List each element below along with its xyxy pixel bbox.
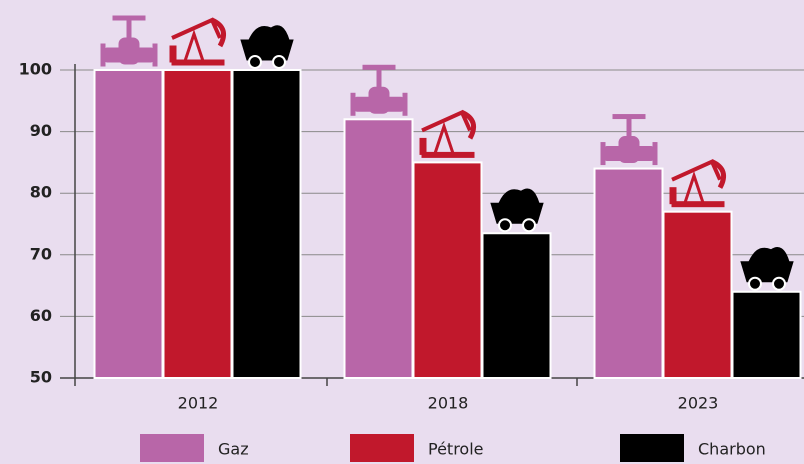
icon-part [240,39,294,61]
bar [662,210,733,379]
y-tick-label: 100 [19,60,52,79]
icon-part [748,276,762,291]
icon-part [522,218,536,233]
bar [412,161,483,379]
icon-part [748,247,790,263]
bar [231,69,302,379]
icon [169,17,227,66]
icon-part [740,261,794,283]
icon-part [498,218,512,233]
icon [740,247,794,291]
icon [490,188,544,233]
legend-swatch [140,434,204,462]
icon-part [419,137,427,155]
y-tick-label: 50 [30,368,52,387]
legend-label: Charbon [698,440,766,459]
icon [350,64,408,116]
legend-swatch [620,434,684,462]
bar [162,69,233,379]
icon-part [248,55,262,69]
icon-part [432,121,456,157]
legend-label: Gaz [218,440,249,459]
x-tick-label: 2023 [678,394,719,413]
icon-part [182,29,206,65]
icon-part [376,66,382,90]
icon-part [772,276,786,291]
icon [100,15,158,67]
y-tick-label: 90 [30,121,52,140]
icon-part [618,136,640,164]
icon-part [682,170,706,207]
icon-part [421,151,475,158]
icon [669,159,727,208]
icon-part [671,201,725,208]
bar [481,232,552,379]
bar [93,69,164,379]
icon-part [350,92,356,116]
icon-part [171,59,225,66]
icon-part [626,116,632,140]
x-tick-label: 2018 [428,394,469,413]
icon-part [126,17,132,41]
icon-part [612,114,646,120]
icon-part [100,43,106,67]
icon-part [600,142,606,166]
legend-label: Pétrole [428,440,484,459]
icon-part [248,25,290,41]
icon-part [169,45,177,63]
icon-part [210,17,227,48]
icon-part [272,55,286,69]
y-tick-label: 60 [30,306,52,325]
icon-part [669,187,677,205]
icon [600,114,658,166]
icon-part [402,92,408,116]
bar [343,118,414,379]
y-tick-label: 80 [30,183,52,202]
icon-part [498,188,540,204]
y-tick-label: 70 [30,244,52,263]
icon [419,109,477,158]
icon-part [362,64,396,70]
icon-part [490,202,544,224]
icon-part [710,159,727,189]
icon [240,25,294,69]
bar [593,167,664,379]
icon-part [152,43,158,67]
x-tick-label: 2012 [178,394,219,413]
bar [731,290,802,380]
icon-part [652,142,658,166]
icon-part [460,110,477,140]
legend-swatch [350,434,414,462]
icon-part [118,37,140,65]
icon-part [368,86,390,114]
icon-part [112,15,146,21]
